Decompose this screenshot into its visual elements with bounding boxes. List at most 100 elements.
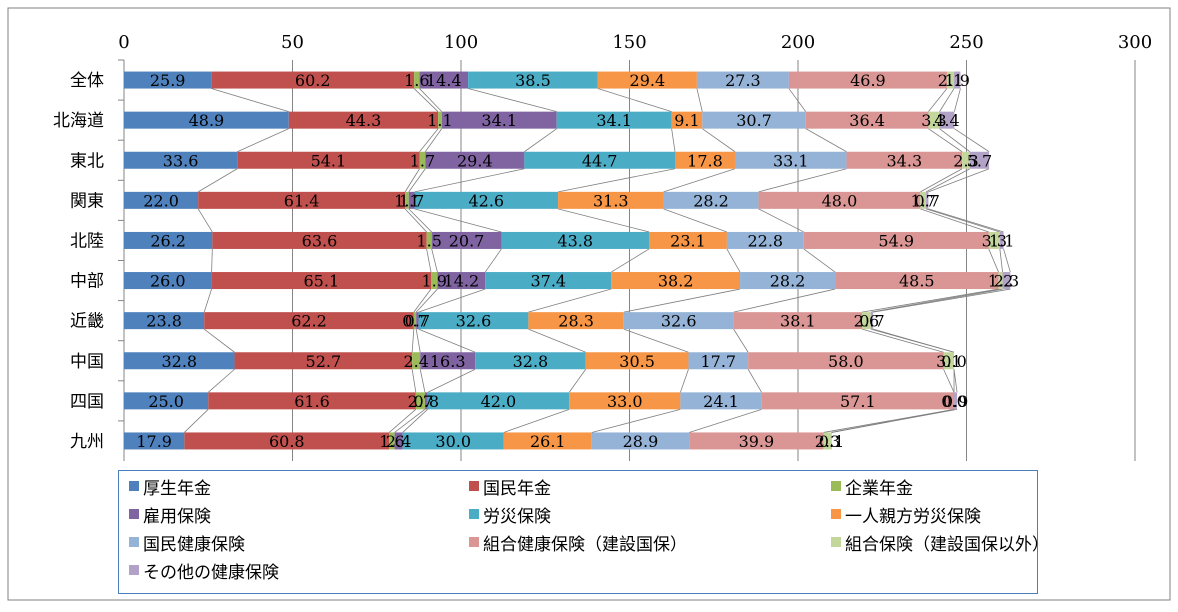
legend-item: 雇用保険 [129, 503, 211, 525]
data-label: 5.7 [967, 151, 992, 170]
data-label: 0.1 [819, 432, 844, 451]
legend-label: 組合保険（建設国保以外） [845, 530, 1049, 555]
legend-swatch [129, 481, 139, 491]
category-label: 全体 [70, 71, 104, 91]
data-label: 30.0 [435, 432, 471, 451]
legend-label: 厚生年金 [143, 474, 211, 499]
data-label: 63.6 [302, 231, 338, 250]
legend-label: 企業年金 [845, 474, 913, 499]
data-label: 43.8 [557, 231, 593, 250]
legend-label: 国民健康保険 [143, 530, 245, 555]
data-label: 62.2 [291, 312, 327, 331]
data-label: 9.1 [674, 111, 699, 130]
category-label: 北陸 [70, 231, 104, 251]
data-label: 28.9 [623, 432, 659, 451]
legend-item: 労災保険 [469, 503, 551, 525]
data-label: 17.8 [687, 151, 723, 170]
data-label: 1.7 [410, 151, 435, 170]
data-label: 14.4 [426, 71, 462, 90]
legend-item: その他の健康保険 [129, 559, 279, 581]
data-label: 46.9 [850, 71, 886, 90]
data-label: 34.1 [596, 111, 632, 130]
data-label: 48.5 [899, 272, 935, 291]
data-label: 33.0 [607, 392, 643, 411]
data-label: 30.5 [619, 352, 655, 371]
data-label: 44.3 [346, 111, 382, 130]
category-label: 北海道 [53, 111, 104, 131]
data-label: 44.7 [582, 151, 618, 170]
legend: 厚生年金国民年金企業年金雇用保険労災保険一人親方労災保険国民健康保険組合健康保険… [118, 470, 1038, 594]
data-label: 0.8 [414, 392, 439, 411]
data-label: 29.4 [630, 71, 666, 90]
x-tick-label: 100 [444, 32, 478, 53]
data-label: 39.9 [739, 432, 775, 451]
data-label: 26.1 [530, 432, 566, 451]
x-tick-label: 50 [281, 32, 304, 53]
data-label: 32.8 [161, 352, 197, 371]
data-label: 1.7 [399, 191, 424, 210]
data-label: 26.2 [150, 231, 186, 250]
legend-label: その他の健康保険 [143, 558, 279, 583]
category-label: 中国 [70, 352, 104, 372]
data-label: 23.8 [146, 312, 182, 331]
data-label: 1.1 [427, 111, 452, 130]
legend-label: 組合健康保険（建設国保） [483, 530, 687, 555]
legend-item: 国民健康保険 [129, 531, 245, 553]
data-label: 0.7 [405, 312, 430, 331]
data-label: 17.7 [700, 352, 736, 371]
data-label: 28.2 [693, 191, 729, 210]
data-label: 25.0 [148, 392, 184, 411]
data-label: 33.1 [773, 151, 809, 170]
legend-swatch [129, 565, 139, 575]
data-label: 24.1 [703, 392, 739, 411]
data-label: 65.1 [304, 272, 340, 291]
category-label: 中部 [70, 272, 104, 292]
data-label: 0.7 [859, 312, 884, 331]
data-label: 22.0 [143, 191, 179, 210]
data-label: 54.9 [878, 231, 914, 250]
data-label: 31.3 [593, 191, 629, 210]
data-label: 1.5 [416, 231, 441, 250]
x-tick-label: 250 [949, 32, 983, 53]
data-label: 36.4 [849, 111, 885, 130]
data-label: 4.4 [934, 111, 959, 130]
data-label: 38.2 [658, 272, 694, 291]
data-label: 20.7 [449, 231, 485, 250]
x-tick-label: 300 [1118, 32, 1152, 53]
data-label: 25.9 [150, 71, 186, 90]
data-label: 28.2 [770, 272, 806, 291]
data-label: 34.3 [887, 151, 923, 170]
data-label: 57.1 [840, 392, 876, 411]
data-label: 1.1 [989, 231, 1014, 250]
category-label: 関東 [70, 191, 104, 211]
data-label: 1.9 [945, 71, 970, 90]
x-tick-label: 200 [781, 32, 815, 53]
x-tick-label: 150 [612, 32, 646, 53]
data-label: 33.6 [163, 151, 199, 170]
data-label: 54.1 [311, 151, 347, 170]
data-label: 30.7 [736, 111, 772, 130]
data-label: 34.1 [481, 111, 517, 130]
data-label: 32.6 [661, 312, 697, 331]
data-label: 0.9 [943, 392, 968, 411]
legend-swatch [831, 537, 841, 547]
data-label: 28.3 [558, 312, 594, 331]
data-label: 26.0 [150, 272, 186, 291]
data-label: 61.4 [284, 191, 320, 210]
legend-swatch [469, 509, 479, 519]
data-label: 0.0 [941, 352, 966, 371]
data-label: 38.1 [780, 312, 816, 331]
legend-swatch [129, 537, 139, 547]
data-label: 48.9 [189, 111, 225, 130]
data-label: 42.6 [468, 191, 504, 210]
data-label: 37.4 [530, 272, 566, 291]
data-label: 16.3 [430, 352, 466, 371]
legend-label: 国民年金 [483, 474, 551, 499]
legend-item: 国民年金 [469, 475, 551, 497]
category-label: 近畿 [70, 312, 104, 332]
data-label: 38.5 [515, 71, 551, 90]
data-label: 17.9 [136, 432, 172, 451]
data-label: 48.0 [822, 191, 858, 210]
data-label: 27.3 [725, 71, 761, 90]
